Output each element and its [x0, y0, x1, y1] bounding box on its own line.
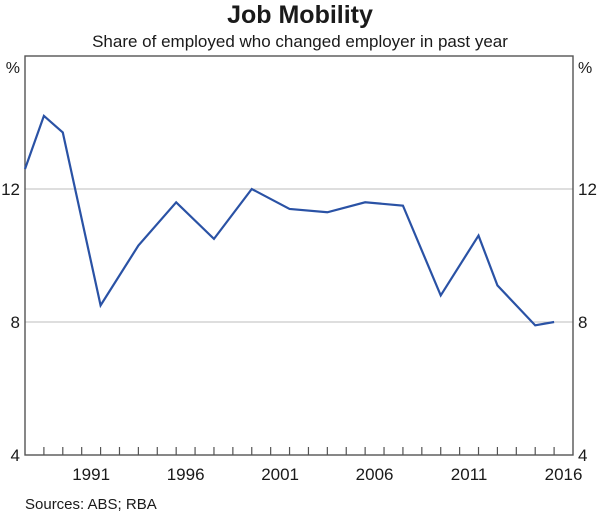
y-axis-unit-left: % — [6, 60, 20, 77]
chart-subtitle: Share of employed who changed employer i… — [92, 32, 508, 51]
x-axis-year-label: 2001 — [261, 465, 299, 484]
plot-frame — [24, 55, 574, 456]
chart-title: Job Mobility — [227, 1, 373, 29]
y-axis-label-right: 12 — [578, 180, 597, 199]
x-axis-year-label: 2016 — [545, 465, 583, 484]
x-axis-year-label: 2006 — [356, 465, 394, 484]
x-axis-year-label: 1996 — [167, 465, 205, 484]
y-axis-label-left: 4 — [11, 446, 20, 465]
sources-note: Sources: ABS; RBA — [25, 496, 157, 513]
y-axis-label-right: 8 — [578, 313, 587, 332]
y-axis-unit-right: % — [578, 60, 592, 77]
data-line-job-mobility — [23, 113, 555, 327]
x-axis-year-label: 2011 — [451, 465, 488, 484]
y-axis-label-right: 4 — [578, 446, 587, 465]
y-axis-label-left: 12 — [1, 180, 20, 199]
x-axis-year-label: 1991 — [72, 465, 110, 484]
y-axis-label-left: 8 — [11, 313, 20, 332]
